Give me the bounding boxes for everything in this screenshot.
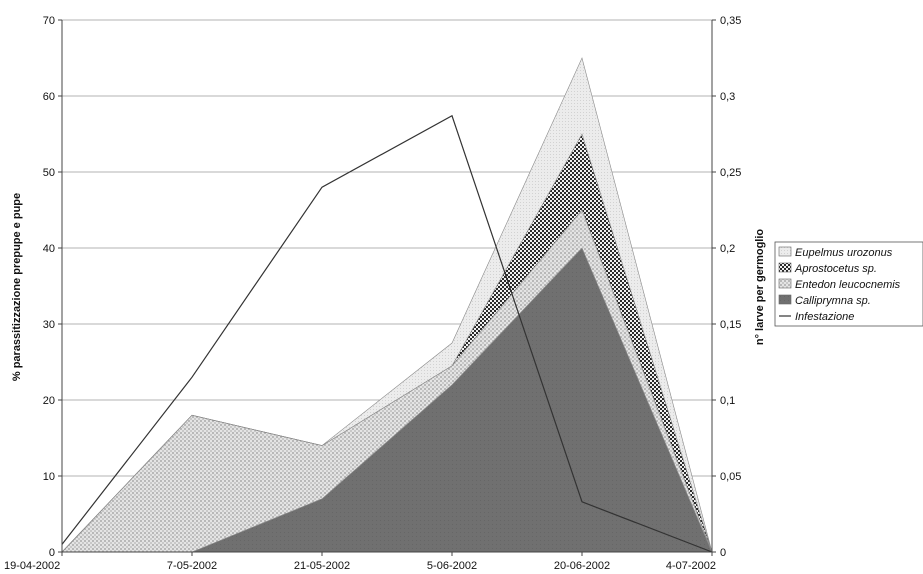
line-infestazione [61, 114, 713, 553]
y-tick-label: 50 [43, 167, 55, 179]
legend-swatch-aprostocetus-sp [778, 262, 792, 273]
area-series-layer [61, 57, 713, 553]
axes: 0 10 20 30 40 50 60 70 0 0,05 0,1 0,15 0,2 0,25 0,3 0,3… [4, 15, 741, 572]
y-tick-label: 0 [49, 547, 55, 559]
legend-label-calliprymna-sp: Calliprymna sp. [795, 295, 871, 307]
y-tick-label: 30 [43, 319, 55, 331]
legend-swatch-calliprymna-sp [778, 294, 792, 305]
legend-label-infestazione: Infestazione [795, 311, 854, 323]
y2-tick-label: 0,1 [720, 395, 735, 407]
x-tick-label: 5-06-2002 [427, 560, 477, 572]
x-tick-label: 19-04-2002 [4, 560, 60, 572]
y2-tick-label: 0,15 [720, 319, 741, 331]
legend-items: Eupelmus urozonus Aprostocetus sp. Entedon… [778, 246, 901, 323]
y-tick-label: 10 [43, 471, 55, 483]
legend-swatch-eupelmus-urozonus [778, 246, 792, 257]
y2-tick-label: 0,35 [720, 15, 741, 27]
x-tick-label: 21-05-2002 [294, 560, 350, 572]
x-tick-label: 4-07-2002 [666, 560, 716, 572]
legend-label-eupelmus-urozonus: Eupelmus urozonus [795, 247, 893, 259]
legend-label-entedon-leucocnemis: Entedon leucocnemis [795, 279, 901, 291]
legend: Eupelmus urozonus Aprostocetus sp. Entedon… [774, 241, 923, 327]
y-tick-label: 20 [43, 395, 55, 407]
y2-tick-label: 0,05 [720, 471, 741, 483]
gridlines [62, 19, 712, 477]
y-tick-label: 60 [43, 91, 55, 103]
x-tick-label: 7-05-2002 [167, 560, 217, 572]
legend-frame [774, 241, 923, 327]
y2-tick-label: 0 [720, 547, 726, 559]
line-series-layer [61, 114, 713, 553]
y-tick-label: 40 [43, 243, 55, 255]
x-tick-label: 20-06-2002 [554, 560, 610, 572]
y-tick-label: 70 [43, 15, 55, 27]
y2-tick-label: 0,25 [720, 167, 741, 179]
y2-axis-title: n° larve per germoglio [754, 229, 766, 346]
legend-label-aprostocetus-sp: Aprostocetus sp. [794, 263, 877, 275]
y2-tick-label: 0,2 [720, 243, 735, 255]
legend-swatch-entedon-leucocnemis [778, 278, 792, 289]
y-axis-title: % parassitizzazione prepupe e pupe [11, 193, 23, 381]
y2-tick-label: 0,3 [720, 91, 735, 103]
